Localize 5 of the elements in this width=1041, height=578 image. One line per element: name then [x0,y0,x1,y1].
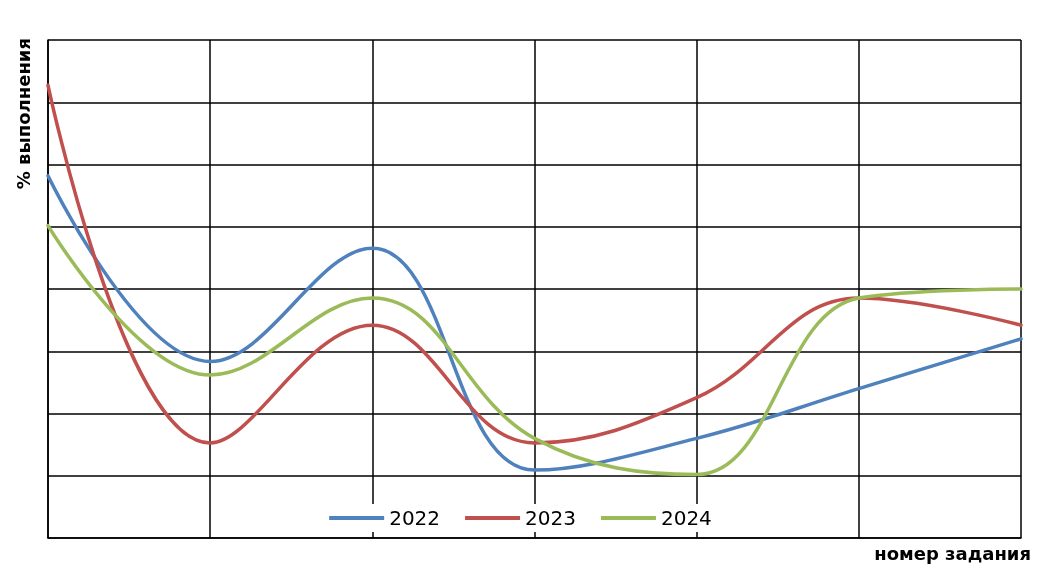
legend-label: 2024 [660,506,712,530]
y-axis-title: % выполнения [12,37,34,190]
x-axis-title: номер задания [874,542,1032,564]
legend-label: 2022 [389,506,441,530]
legend-label: 2023 [525,506,576,530]
